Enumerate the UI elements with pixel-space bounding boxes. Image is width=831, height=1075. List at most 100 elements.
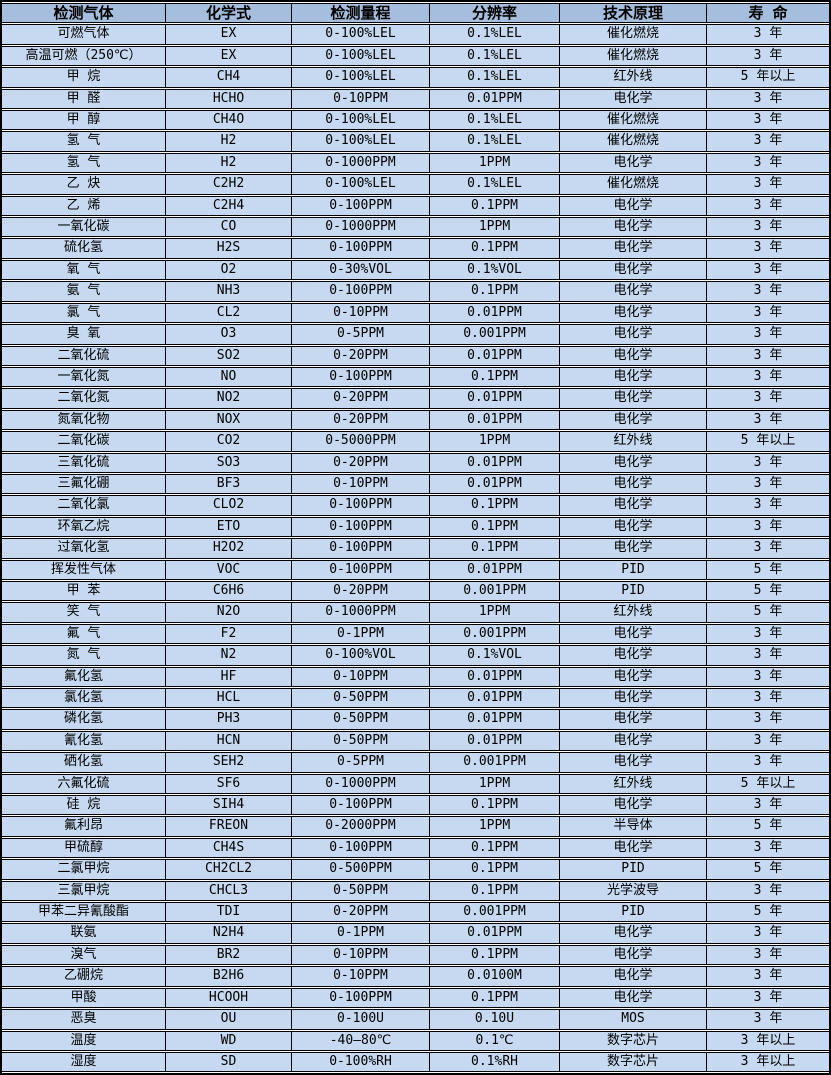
- cell-lifespan: 3 年: [707, 1009, 829, 1030]
- cell-lifespan: 3 年: [707, 752, 829, 773]
- table-row: 氢 气 H2 0-100%LEL 0.1%LEL 催化燃烧 3 年: [2, 131, 829, 152]
- cell-formula: BR2: [166, 944, 292, 966]
- cell-principle: 红外线: [560, 602, 707, 623]
- cell-range: 0-100PPM: [292, 281, 430, 302]
- cell-lifespan: 3 年: [707, 174, 829, 195]
- cell-lifespan: 3 年: [707, 281, 829, 302]
- cell-range: 0-100PPM: [292, 238, 430, 259]
- cell-range: 0-20PPM: [292, 409, 430, 431]
- cell-formula: PH3: [166, 709, 292, 730]
- cell-range: 0-10PPM: [292, 88, 430, 110]
- table-row: 温度 WD -40—80℃ 0.1℃ 数字芯片 3 年以上: [2, 1030, 829, 1051]
- cell-lifespan: 5 年以上: [707, 67, 829, 88]
- table-row: 甲 醛 HCHO 0-10PPM 0.01PPM 电化学 3 年: [2, 88, 829, 110]
- cell-range: 0-100%LEL: [292, 45, 430, 67]
- cell-range: 0-100%VOL: [292, 645, 430, 666]
- cell-range: 0-2000PPM: [292, 816, 430, 837]
- cell-principle: 电化学: [560, 837, 707, 859]
- cell-resolution: 0.1℃: [430, 1030, 560, 1051]
- table-row: 乙 烯 C2H4 0-100PPM 0.1PPM 电化学 3 年: [2, 195, 829, 217]
- table-row: 硒化氢 SEH2 0-5PPM 0.001PPM 电化学 3 年: [2, 752, 829, 773]
- table-row: 氟 气 F2 0-1PPM 0.001PPM 电化学 3 年: [2, 623, 829, 645]
- cell-principle: 数字芯片: [560, 1051, 707, 1073]
- cell-principle: 电化学: [560, 966, 707, 987]
- cell-lifespan: 3 年: [707, 666, 829, 687]
- cell-lifespan: 3 年: [707, 923, 829, 944]
- cell-gas-name: 湿度: [2, 1051, 166, 1073]
- cell-resolution: 0.01PPM: [430, 388, 560, 409]
- table-row: 氮 气 N2 0-100%VOL 0.1%VOL 电化学 3 年: [2, 645, 829, 666]
- cell-gas-name: 甲 苯: [2, 580, 166, 602]
- header-row: 检测气体 化学式 检测量程 分辨率 技术原理寿 命: [2, 3, 829, 24]
- cell-formula: TDI: [166, 902, 292, 923]
- cell-resolution: 0.1%VOL: [430, 259, 560, 281]
- cell-gas-name: 三氯甲烷: [2, 880, 166, 902]
- table-row: 二氧化硫 SO2 0-20PPM 0.01PPM 电化学 3 年: [2, 345, 829, 366]
- cell-formula: F2: [166, 623, 292, 645]
- cell-gas-name: 氟利昂: [2, 816, 166, 837]
- cell-formula: C2H4: [166, 195, 292, 217]
- cell-formula: H2S: [166, 238, 292, 259]
- cell-resolution: 1PPM: [430, 217, 560, 238]
- table-row: 环氧乙烷 ETO 0-100PPM 0.1PPM 电化学 3 年: [2, 516, 829, 538]
- cell-principle: 电化学: [560, 666, 707, 687]
- cell-gas-name: 二氧化氮: [2, 388, 166, 409]
- table-row: 三氟化硼 BF3 0-10PPM 0.01PPM 电化学 3 年: [2, 473, 829, 495]
- cell-lifespan: 3 年: [707, 473, 829, 495]
- cell-resolution: 0.1PPM: [430, 366, 560, 388]
- cell-formula: HF: [166, 666, 292, 687]
- cell-principle: 电化学: [560, 473, 707, 495]
- cell-formula: O3: [166, 324, 292, 345]
- table-row: 硫化氢 H2S 0-100PPM 0.1PPM 电化学 3 年: [2, 238, 829, 259]
- cell-range: 0-1000PPM: [292, 773, 430, 795]
- cell-principle: 电化学: [560, 516, 707, 538]
- table-row: 硅 烷 SIH4 0-100PPM 0.1PPM 电化学 3 年: [2, 795, 829, 816]
- cell-formula: CH4: [166, 67, 292, 88]
- cell-resolution: 1PPM: [430, 152, 560, 174]
- cell-formula: CO: [166, 217, 292, 238]
- table-row: 氯化氢 HCL 0-50PPM 0.01PPM 电化学 3 年: [2, 688, 829, 709]
- cell-lifespan: 5 年: [707, 559, 829, 580]
- cell-formula: EX: [166, 45, 292, 67]
- cell-lifespan: 3 年: [707, 880, 829, 902]
- table-row: 甲苯二异氰酸酯 TDI 0-20PPM 0.001PPM PID 5 年: [2, 902, 829, 923]
- cell-resolution: 0.1PPM: [430, 795, 560, 816]
- cell-principle: 电化学: [560, 152, 707, 174]
- cell-gas-name: 磷化氢: [2, 709, 166, 730]
- cell-formula: NO2: [166, 388, 292, 409]
- cell-gas-name: 可燃气体: [2, 24, 166, 45]
- cell-range: 0-20PPM: [292, 345, 430, 366]
- table-row: 笑 气 N2O 0-1000PPM 1PPM 红外线 5 年: [2, 602, 829, 623]
- column-header-range: 检测量程: [292, 3, 430, 24]
- cell-principle: 电化学: [560, 730, 707, 752]
- cell-principle: 电化学: [560, 195, 707, 217]
- cell-resolution: 0.1PPM: [430, 538, 560, 559]
- table-row: 乙 炔 C2H2 0-100%LEL 0.1%LEL 催化燃烧 3 年: [2, 174, 829, 195]
- table-row: 氟化氢 HF 0-10PPM 0.01PPM 电化学 3 年: [2, 666, 829, 687]
- cell-lifespan: 3 年: [707, 259, 829, 281]
- cell-lifespan: 3 年: [707, 238, 829, 259]
- cell-gas-name: 氮氧化物: [2, 409, 166, 431]
- cell-formula: CHCL3: [166, 880, 292, 902]
- cell-range: 0-1000PPM: [292, 602, 430, 623]
- cell-principle: 电化学: [560, 238, 707, 259]
- table-row: 过氧化氢 H2O2 0-100PPM 0.1PPM 电化学 3 年: [2, 538, 829, 559]
- cell-principle: 电化学: [560, 88, 707, 110]
- cell-resolution: 0.1PPM: [430, 195, 560, 217]
- cell-resolution: 1PPM: [430, 431, 560, 452]
- cell-principle: MOS: [560, 1009, 707, 1030]
- cell-range: 0-50PPM: [292, 880, 430, 902]
- cell-principle: 红外线: [560, 431, 707, 452]
- cell-resolution: 1PPM: [430, 816, 560, 837]
- cell-lifespan: 3 年: [707, 966, 829, 987]
- cell-range: 0-100PPM: [292, 516, 430, 538]
- cell-lifespan: 3 年: [707, 324, 829, 345]
- cell-range: 0-20PPM: [292, 452, 430, 473]
- cell-formula: O2: [166, 259, 292, 281]
- cell-range: 0-10PPM: [292, 944, 430, 966]
- cell-range: 0-100PPM: [292, 538, 430, 559]
- cell-gas-name: 氯化氢: [2, 688, 166, 709]
- table-row: 一氧化氮 NO 0-100PPM 0.1PPM 电化学 3 年: [2, 366, 829, 388]
- cell-formula: N2O: [166, 602, 292, 623]
- table-row: 乙硼烷 B2H6 0-10PPM 0.0100M 电化学 3 年: [2, 966, 829, 987]
